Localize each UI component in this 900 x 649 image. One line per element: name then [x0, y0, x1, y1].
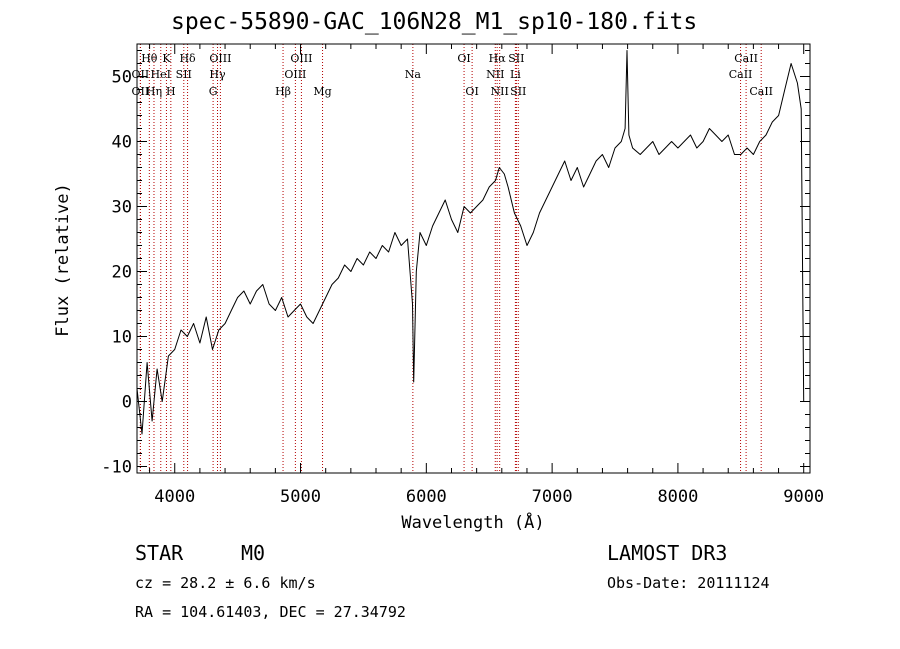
y-tick-label: 50 — [112, 68, 132, 88]
y-tick-label: 0 — [122, 393, 132, 413]
y-axis-label: Flux (relative) — [53, 183, 73, 337]
observation-date: Obs-Date: 20111124 — [607, 574, 770, 592]
coordinates: RA = 104.61403, DEC = 27.34792 — [135, 603, 406, 621]
y-tick-label: 20 — [112, 263, 132, 283]
line-marker-label: Hη — [146, 85, 162, 98]
line-marker-label: NII — [486, 68, 504, 81]
line-marker-label: NII — [491, 85, 509, 98]
line-marker-label: Mg — [313, 85, 331, 98]
y-tick-label: 30 — [112, 198, 132, 218]
line-marker-label: Li — [510, 68, 521, 81]
spectrum-line — [136, 50, 805, 435]
line-marker-label: CaII — [734, 52, 758, 65]
plot-frame — [136, 43, 811, 474]
y-tick-label: 40 — [112, 133, 132, 153]
line-marker-label: OIII — [284, 68, 306, 81]
line-marker-label: OIII — [290, 52, 312, 65]
line-marker-label: OII — [132, 68, 150, 81]
x-tick-label: 5000 — [280, 487, 321, 507]
line-marker-label: Hθ — [141, 52, 158, 65]
object-class: STAR — [135, 541, 184, 565]
line-marker-label: Hδ — [179, 52, 196, 65]
line-marker-label: Hα — [489, 52, 507, 65]
line-marker-label: G — [209, 85, 218, 98]
x-axis-label: Wavelength (Å) — [401, 511, 544, 533]
redshift-velocity: cz = 28.2 ± 6.6 km/s — [135, 574, 316, 592]
x-tick-label: 8000 — [657, 487, 698, 507]
line-marker-label: OI — [457, 52, 470, 65]
spectrum-series — [136, 50, 805, 435]
chart-title: spec-55890-GAC_106N28_M1_sp10-180.fits — [171, 9, 698, 35]
line-marker-label: SII — [510, 85, 526, 98]
line-marker-label: OI — [465, 85, 478, 98]
line-marker-label: K — [162, 52, 171, 65]
line-marker-label: HeI — [151, 68, 171, 81]
x-tick-label: 4000 — [154, 487, 195, 507]
y-tick-label: 10 — [112, 328, 132, 348]
line-marker-label: SII — [176, 68, 192, 81]
survey-name: LAMOST DR3 — [607, 541, 728, 565]
emission-line-markers — [139, 44, 762, 473]
object-subclass: M0 — [241, 541, 266, 565]
x-tick-label: 6000 — [406, 487, 447, 507]
line-marker-label: SII — [508, 52, 524, 65]
x-tick-label: 7000 — [532, 487, 573, 507]
line-marker-label: CaII — [729, 68, 753, 81]
line-marker-label: Na — [405, 68, 422, 81]
line-marker-label: OII — [132, 85, 150, 98]
line-marker-label: OIII — [209, 52, 231, 65]
axes: 4000 5000 6000 7000 8000 9000 -10 0 10 20 30 40 50 — [101, 44, 824, 507]
line-marker-label: Hγ — [209, 68, 226, 81]
line-marker-label: Hβ — [275, 85, 291, 98]
x-tick-label: 9000 — [783, 487, 824, 507]
y-tick-label: -10 — [101, 458, 132, 478]
line-marker-label: CaII — [749, 85, 773, 98]
line-marker-label: H — [166, 85, 176, 98]
